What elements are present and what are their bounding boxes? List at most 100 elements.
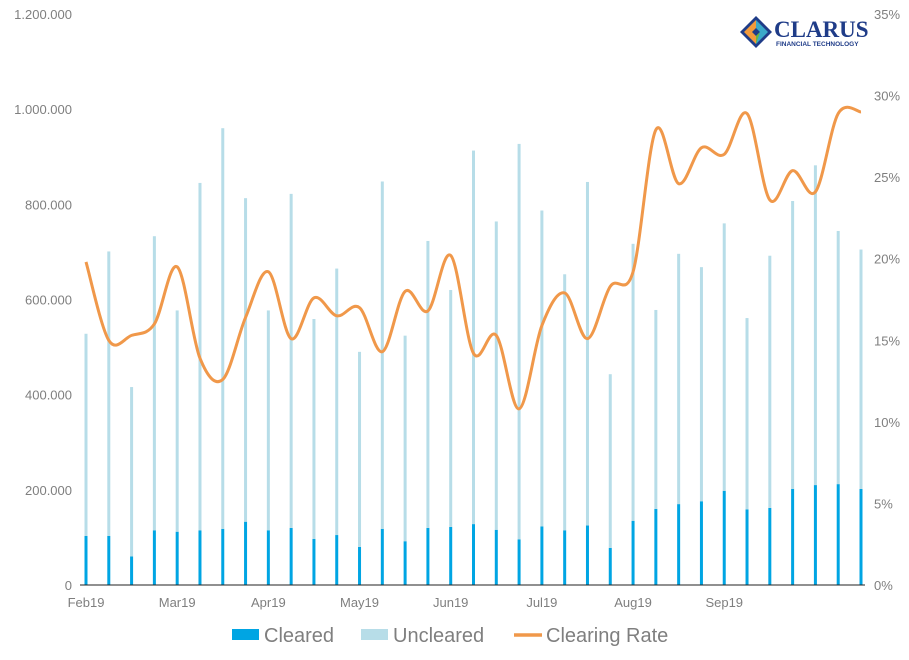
bar-uncleared [175, 310, 179, 532]
bar-uncleared [517, 143, 521, 540]
y-right-tick-label: 10% [874, 415, 900, 430]
y-left-tick-label: 1.000.000 [14, 102, 72, 117]
clarus-logo: CLARUS FINANCIAL TECHNOLOGY [740, 16, 869, 48]
bar-uncleared [403, 335, 407, 542]
bar-cleared [791, 488, 795, 585]
legend-item: Clearing Rate [514, 625, 668, 647]
bar-uncleared [130, 387, 134, 557]
bar-uncleared [266, 310, 270, 531]
bar-uncleared [631, 243, 635, 521]
legend-item: Uncleared [361, 625, 484, 647]
bars-layer [84, 128, 863, 585]
bar-uncleared [335, 268, 339, 536]
bar-cleared [768, 507, 772, 585]
legend-label: Cleared [264, 625, 334, 647]
legend-label: Uncleared [393, 625, 484, 647]
bar-cleared [472, 524, 475, 585]
bar-cleared [449, 526, 453, 585]
bar-cleared [335, 535, 339, 585]
bar-uncleared [494, 221, 498, 530]
bar-uncleared [768, 255, 772, 508]
x-tick-label: Aug19 [614, 595, 652, 610]
legend: Cleared Uncleared Clearing Rate [232, 625, 668, 647]
bar-uncleared [84, 333, 88, 536]
x-tick-label: Mar19 [159, 595, 196, 610]
bar-uncleared [654, 309, 658, 509]
y-left-tick-label: 1.200.000 [14, 7, 72, 22]
line-layer [84, 105, 862, 411]
bar-cleared [517, 539, 521, 585]
y-left-tick-label: 200.000 [25, 483, 72, 498]
bar-uncleared [244, 198, 248, 522]
x-tick-label: Sep19 [705, 595, 743, 610]
bar-uncleared [699, 267, 703, 502]
clearing-rate-line [84, 105, 862, 411]
y-left-tick-label: 0 [65, 578, 72, 593]
y-right-tick-label: 30% [874, 89, 900, 104]
bar-cleared [722, 490, 726, 585]
bar-cleared [289, 527, 293, 585]
bar-cleared [745, 509, 749, 585]
bar-uncleared [380, 181, 384, 529]
bar-cleared [699, 501, 703, 585]
legend-item: Cleared [232, 625, 334, 647]
bar-cleared [380, 528, 384, 585]
bar-cleared [813, 485, 817, 585]
bar-uncleared [608, 374, 612, 548]
y-right-tick-label: 20% [874, 252, 900, 267]
bar-uncleared [836, 230, 840, 485]
y-right-tick-label: 25% [874, 170, 900, 185]
y-left-tick-label: 400.000 [25, 388, 72, 403]
bar-cleared [221, 528, 225, 585]
bar-cleared [585, 525, 589, 585]
bar-cleared [836, 484, 840, 585]
axes-layer: 0 200.000 400.000 600.000 800.000 1.000.000 1.… [14, 7, 900, 610]
bar-uncleared [312, 319, 316, 539]
y-left-tick-label: 800.000 [25, 197, 72, 212]
bar-uncleared [540, 210, 544, 527]
bar-uncleared [791, 201, 795, 489]
y-left-tick-label: 600.000 [25, 293, 72, 308]
legend-swatch [232, 629, 259, 640]
y-right-tick-label: 0% [874, 578, 893, 593]
bar-uncleared [472, 150, 475, 525]
bar-cleared [244, 521, 248, 585]
diamond-logo-icon [740, 16, 772, 48]
bar-cleared [312, 538, 316, 585]
bar-uncleared [358, 351, 362, 547]
bar-cleared [175, 531, 179, 585]
bar-cleared [540, 526, 544, 585]
bar-cleared [608, 547, 612, 585]
legend-swatch [361, 629, 388, 640]
bar-cleared [198, 530, 202, 585]
bar-uncleared [745, 318, 749, 510]
bar-uncleared [585, 181, 589, 526]
bar-uncleared [859, 249, 863, 489]
bar-cleared [107, 535, 111, 585]
x-tick-label: Jul19 [526, 595, 557, 610]
y-right-tick-label: 15% [874, 333, 900, 348]
logo-wordmark: CLARUS [774, 17, 869, 42]
x-tick-label: Jun19 [433, 595, 468, 610]
logo-tagline: FINANCIAL TECHNOLOGY [776, 41, 859, 48]
bar-uncleared [289, 193, 293, 528]
bar-cleared [563, 530, 567, 585]
bar-cleared [266, 530, 270, 585]
x-tick-label: Feb19 [68, 595, 105, 610]
bar-uncleared [677, 253, 681, 505]
bar-cleared [152, 530, 156, 585]
bar-cleared [130, 556, 134, 585]
y-right-tick-label: 35% [874, 7, 900, 22]
bar-uncleared [107, 251, 111, 536]
bar-uncleared [426, 240, 430, 528]
bar-uncleared [221, 128, 225, 529]
bar-cleared [426, 527, 430, 585]
bar-uncleared [449, 289, 453, 527]
bar-uncleared [563, 274, 567, 531]
bar-cleared [403, 541, 407, 585]
x-tick-label: Apr19 [251, 595, 286, 610]
bar-cleared [859, 488, 863, 585]
bar-cleared [84, 535, 88, 585]
